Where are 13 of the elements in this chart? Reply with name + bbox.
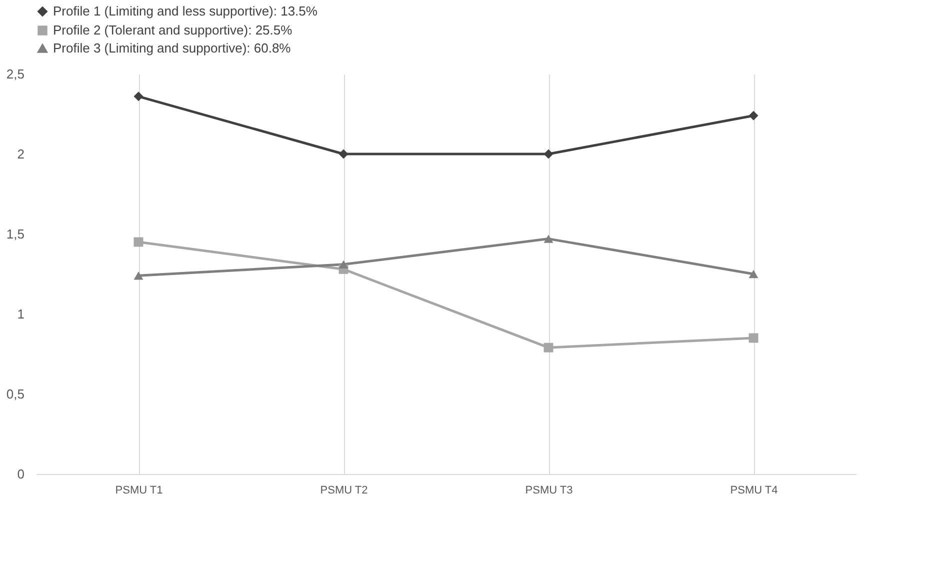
x-tick-label: PSMU T3 xyxy=(525,484,573,496)
y-tick-label: 1,5 xyxy=(6,226,24,242)
legend-label: Profile 1 (Limiting and less supportive): 13.5% xyxy=(53,4,318,18)
y-tick-label: 2,5 xyxy=(6,66,24,82)
legend-label: Profile 3 (Limiting and supportive): 60.8% xyxy=(53,40,292,56)
x-tick-label: PSMU T4 xyxy=(730,484,778,496)
legend-label: Profile 2 (Tolerant and supportive): 25.5% xyxy=(53,22,293,38)
y-tick-label: 2 xyxy=(17,146,24,162)
x-tick-label: PSMU T1 xyxy=(115,484,163,496)
y-tick-label: 1 xyxy=(17,306,24,322)
y-tick-label: 0,5 xyxy=(6,386,24,402)
x-tick-label: PSMU T2 xyxy=(320,484,368,496)
y-tick-label: 0 xyxy=(17,466,24,482)
